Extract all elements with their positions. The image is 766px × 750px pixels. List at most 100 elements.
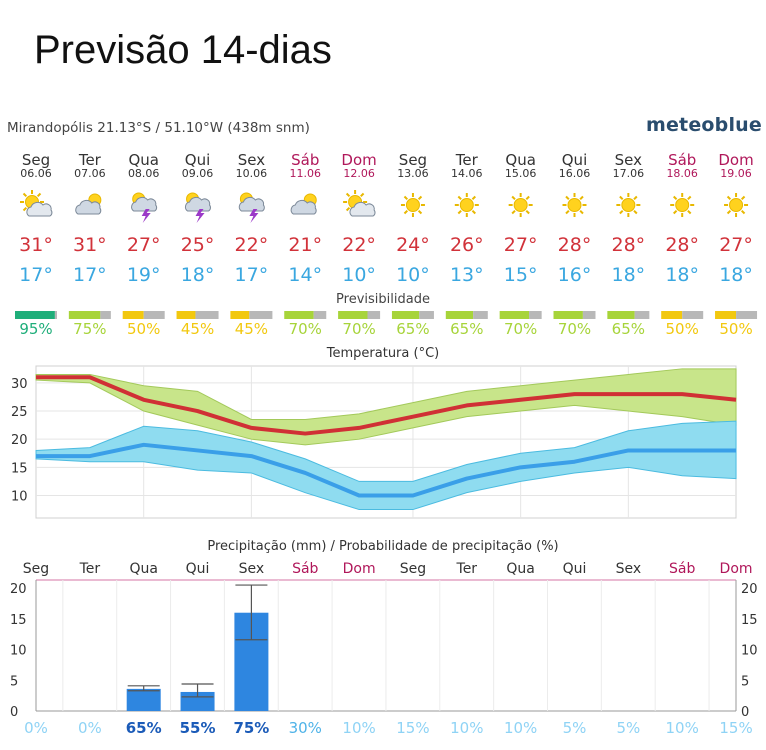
precipitation-day-label: Sáb xyxy=(669,561,695,577)
sun-disc xyxy=(459,198,474,212)
min-temp: 18° xyxy=(665,264,699,286)
sun-ray xyxy=(579,195,584,201)
precipitation-day-label: Sex xyxy=(616,561,642,577)
sun-ray xyxy=(417,195,423,201)
max-temp: 31° xyxy=(19,234,53,256)
cloud-shape xyxy=(238,196,265,212)
predictability-bar-fill xyxy=(553,311,583,319)
sun-icon xyxy=(724,193,749,217)
precipitation-probability: 30% xyxy=(289,719,322,737)
sun-ray xyxy=(417,209,423,215)
cloud-shape xyxy=(290,199,317,215)
precipitation-probability: 10% xyxy=(666,719,699,737)
min-temp: 10° xyxy=(342,264,376,286)
sun-ray xyxy=(633,195,638,201)
predictability-bar-fill xyxy=(176,311,196,319)
precip-tick-label-left: 10 xyxy=(10,644,27,659)
sun-ray xyxy=(619,209,624,215)
thunderstorm-icon xyxy=(131,192,158,223)
predictability-bar-fill xyxy=(715,311,737,319)
min-temp: 13° xyxy=(450,264,484,286)
min-temp-line xyxy=(36,442,737,498)
precipitation-day-label: Qui xyxy=(186,561,210,577)
predictability-value: 50% xyxy=(719,320,752,338)
predictability-bar-rest xyxy=(582,311,596,319)
predictability-value: 50% xyxy=(666,320,699,338)
day-date: 12.06 xyxy=(343,167,375,180)
sun-ray xyxy=(565,195,570,201)
day-name: Seg xyxy=(22,151,50,169)
precipitation-day-label: Qua xyxy=(506,561,534,577)
brand-logo[interactable]: meteoblue xyxy=(645,114,762,136)
min-temp: 17° xyxy=(235,264,269,286)
sun-cloud-icon xyxy=(343,190,376,217)
precip-tick-label-left: 20 xyxy=(10,582,27,597)
sun-ray xyxy=(22,192,28,198)
predictability-bar-fill xyxy=(499,311,530,319)
precipitation-probability: 0% xyxy=(78,719,102,737)
predictability-value: 50% xyxy=(127,320,160,338)
max-temp: 27° xyxy=(127,234,161,256)
max-temp: 28° xyxy=(558,234,592,256)
predictability-bar-rest xyxy=(195,311,219,319)
sun-ray xyxy=(633,209,638,215)
precipitation-probability: 10% xyxy=(342,719,375,737)
min-temp: 18° xyxy=(612,264,646,286)
min-temp: 14° xyxy=(288,264,322,286)
cloud-shape xyxy=(184,196,211,212)
day-name: Dom xyxy=(341,151,376,169)
predictability-value: 70% xyxy=(504,320,537,338)
precip-tick-label-right: 20 xyxy=(741,582,758,597)
predictability-bar-rest xyxy=(634,311,650,319)
sun-ray xyxy=(471,209,476,215)
day-date: 16.06 xyxy=(559,167,591,180)
day-date: 06.06 xyxy=(20,167,52,180)
sun-icon xyxy=(454,193,479,217)
sun-ray xyxy=(511,195,516,201)
predictability-bar-rest xyxy=(736,311,758,319)
precip-tick-label-right: 15 xyxy=(741,613,758,628)
precipitation-probability: 5% xyxy=(563,719,587,737)
sun-icon xyxy=(670,193,695,217)
day-date: 15.06 xyxy=(505,167,537,180)
precipitation-bar xyxy=(126,688,161,711)
day-name: Qua xyxy=(128,151,159,169)
sun-icon xyxy=(616,193,641,217)
max-temp: 21° xyxy=(288,234,322,256)
precip-tick-label-right: 5 xyxy=(741,674,749,689)
precipitation-day-label: Seg xyxy=(400,561,426,577)
sun-ray xyxy=(457,195,462,201)
sun-disc xyxy=(729,198,744,212)
min-temp: 10° xyxy=(396,264,430,286)
min-temp: 17° xyxy=(73,264,107,286)
sun-ray xyxy=(403,195,409,201)
max-temp: 22° xyxy=(235,234,269,256)
predictability-bar-fill xyxy=(68,311,101,319)
sun-disc xyxy=(567,198,582,212)
predictability-value: 65% xyxy=(450,320,483,338)
precipitation-day-label: Seg xyxy=(23,561,49,577)
day-name: Qua xyxy=(505,151,536,169)
sun-ray xyxy=(511,209,516,215)
day-date: 19.06 xyxy=(720,167,752,180)
sun-disc xyxy=(675,198,690,212)
max-temp: 28° xyxy=(665,234,699,256)
precipitation-probability: 10% xyxy=(450,719,483,737)
predictability-bar-fill xyxy=(284,311,314,319)
sun-disc xyxy=(621,198,636,212)
sun-icon xyxy=(508,193,533,217)
predictability-value: 65% xyxy=(612,320,645,338)
day-date: 11.06 xyxy=(290,167,322,180)
precip-tick-label-left: 0 xyxy=(10,705,18,720)
temperature-tick-label: 10 xyxy=(11,489,28,504)
predictability-title: Previsibilidade xyxy=(336,292,430,307)
precipitation-day-label: Ter xyxy=(79,561,101,577)
min-temp: 16° xyxy=(558,264,592,286)
predictability-bar-fill xyxy=(122,311,144,319)
predictability-bar-rest xyxy=(473,311,488,319)
temperature-title: Temperatura (°C) xyxy=(326,346,439,361)
predictability-bar-rest xyxy=(682,311,704,319)
predictability-bar-rest xyxy=(143,311,165,319)
sun-ray xyxy=(565,209,570,215)
sun-ray xyxy=(619,195,624,201)
